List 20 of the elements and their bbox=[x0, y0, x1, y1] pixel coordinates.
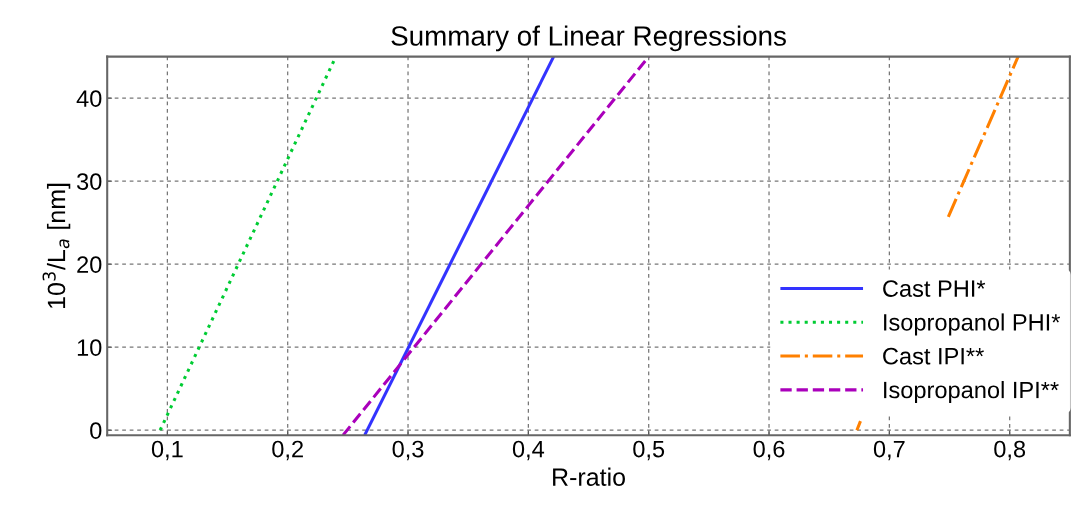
y-tick-label: 0 bbox=[90, 422, 102, 439]
legend-label: Cast IPI** bbox=[883, 347, 984, 365]
x-tick-label: 0,8 bbox=[994, 440, 1026, 461]
x-tick-label: 0,5 bbox=[633, 440, 665, 461]
y-tick-label: 40 bbox=[76, 90, 102, 107]
y-tick-label: 30 bbox=[76, 173, 102, 190]
x-axis-title: R-ratio bbox=[553, 467, 625, 486]
x-tick-label: 0,2 bbox=[272, 440, 303, 461]
y-tick-label: 20 bbox=[77, 256, 102, 273]
x-tick-label: 0,4 bbox=[512, 440, 545, 461]
y-tick-label: 10 bbox=[77, 339, 102, 356]
x-tick-label: 0,7 bbox=[873, 440, 905, 461]
x-tick-label: 0,1 bbox=[151, 440, 183, 461]
x-tick-label: 0,6 bbox=[753, 440, 785, 461]
legend-label: Cast PHI* bbox=[883, 280, 986, 297]
legend-label: Isopropanol IPI** bbox=[884, 381, 1059, 404]
legend-label: Isopropanol PHI* bbox=[884, 313, 1061, 336]
y-axis-title: 10$^{3}$/L$_{a}$ [nm] bbox=[42, 183, 71, 309]
x-tick-label: 0,3 bbox=[392, 440, 424, 461]
chart-title: Summary of Linear Regressions bbox=[391, 25, 786, 52]
